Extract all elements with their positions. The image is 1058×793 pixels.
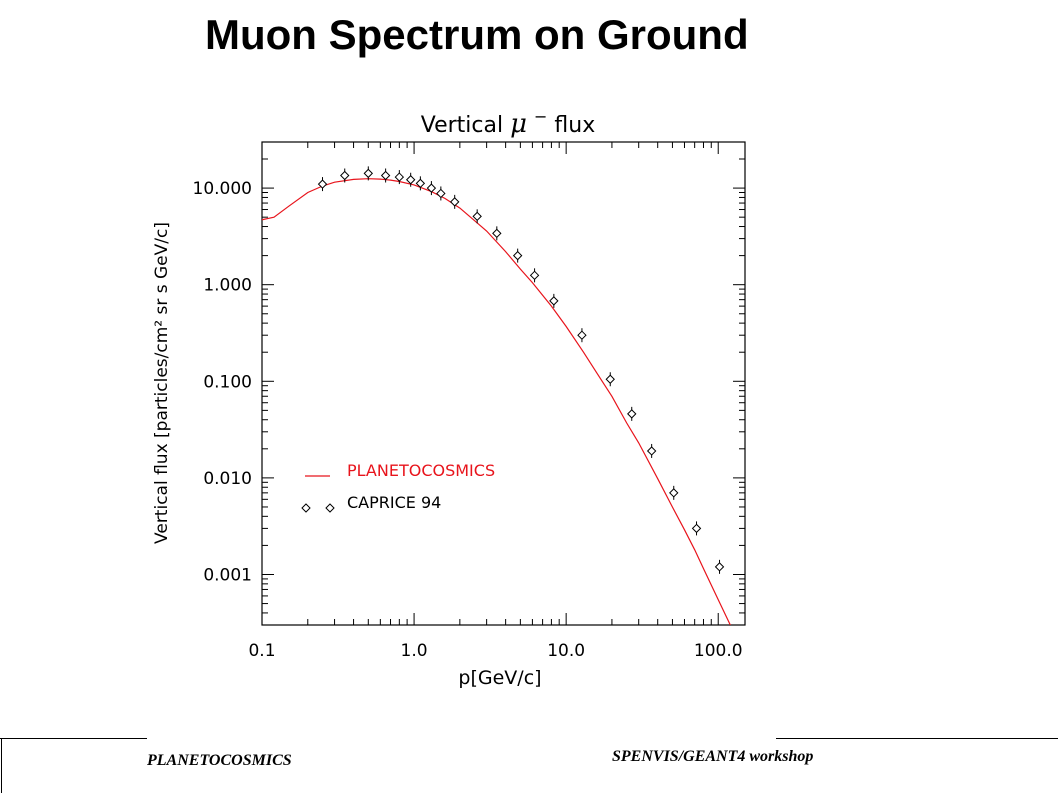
caprice94-point [492,226,502,241]
y-tick-label: 0.100 [203,372,252,392]
caprice94-point [627,406,637,421]
caprice94-marker [605,374,615,384]
x-axis-label: p[GeV/c] [458,667,541,689]
caprice94-point [714,559,725,574]
caprice94-point [449,194,460,209]
footer-rule-vertical [1,738,2,793]
plot-area [262,166,731,625]
y-axis: 10.000 1.000 0.100 0.010 0.001 [193,141,745,626]
legend-marker-sample-1 [301,503,311,513]
slide-title: Muon Spectrum on Ground [205,11,749,58]
caprice94-point [380,168,391,183]
caprice94-point [577,328,587,343]
caprice94-point [405,172,416,187]
caprice94-marker [317,179,328,189]
caprice94-marker [669,488,679,498]
x-tick-label: 1.0 [401,641,428,661]
footer-rule-left [0,738,147,739]
caprice94-marker [529,270,540,281]
caprice94-marker [449,197,460,207]
footer-left-text: PLANETOCOSMICS [147,752,292,769]
caprice94-point [646,443,657,458]
legend: PLANETOCOSMICS CAPRICE 94 [301,461,495,513]
caprice94-marker [577,330,587,340]
caprice94-marker [380,170,391,181]
caprice94-marker [492,228,502,239]
y-axis-label: Vertical flux [particles/cm² sr s GeV/c] [152,222,172,544]
caprice94-marker [646,446,657,456]
caprice94-point [415,176,426,191]
caprice94-marker [415,178,426,189]
caprice94-point [394,170,405,185]
chart-title-superscript: − [534,107,547,126]
caprice94-point [512,248,523,263]
x-tick-label: 100.0 [694,641,743,661]
caprice94-point [340,168,350,183]
caprice94-marker [426,183,437,193]
caprice94-marker [472,211,482,222]
footer-right-text: SPENVIS/GEANT4 workshop [612,748,814,765]
chart-title: Vertical μ − flux [421,103,595,139]
caprice94-marker [363,168,374,179]
caprice94-point [317,177,328,192]
x-axis: 0.1 1.0 10.0 100.0 [248,142,743,661]
caprice94-point [472,209,482,224]
y-tick-label: 0.010 [203,469,252,489]
caprice94-marker [512,250,523,261]
caprice94-marker [436,188,446,199]
legend-label-planetocosmics: PLANETOCOSMICS [347,461,495,480]
legend-label-caprice94: CAPRICE 94 [347,493,441,512]
caprice94-marker [394,172,405,182]
chart-title-prefix: Vertical [421,113,510,138]
y-tick-label: 1.000 [203,276,252,296]
caprice94-point [436,186,446,201]
caprice94-point [363,166,374,181]
footer-rule-right [776,738,1058,739]
chart-title-suffix: flux [554,113,595,138]
caprice94-marker [549,296,559,306]
caprice94-point [669,485,679,500]
y-tick-label: 10.000 [193,179,252,199]
caprice94-point [605,372,615,387]
x-tick-label: 10.0 [547,641,585,661]
caprice94-point [549,293,559,308]
plot-frame [261,141,746,626]
caprice94-marker [691,523,702,534]
caprice94-point [426,181,437,196]
legend-marker-sample-2 [325,503,335,513]
caprice94-point [691,521,702,536]
caprice94-marker [627,409,637,419]
caprice94-marker [340,170,350,181]
caprice94-marker [714,562,725,572]
caprice94-point [529,268,540,283]
y-tick-label: 0.001 [203,565,252,585]
chart-title-symbol: μ [510,109,527,139]
planetocosmics-curve [262,178,731,625]
caprice94-marker [405,175,416,185]
x-tick-label: 0.1 [248,641,275,661]
